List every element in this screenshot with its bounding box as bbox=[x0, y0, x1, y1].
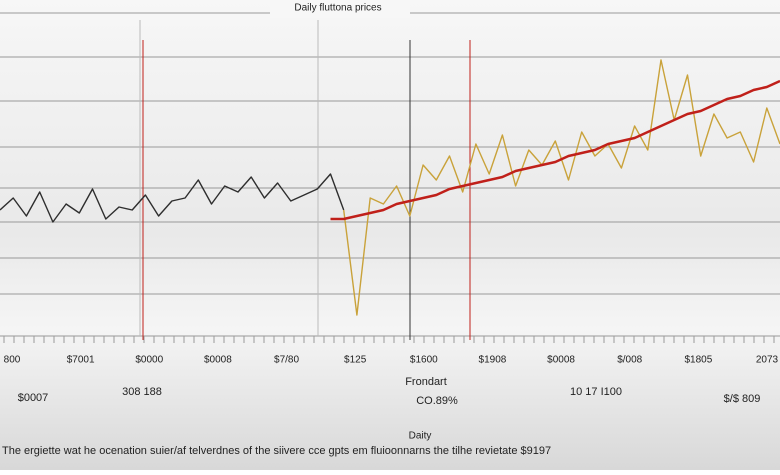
footer-label: $/$ 809 bbox=[724, 393, 761, 405]
x-tick-label: $7001 bbox=[67, 355, 95, 366]
x-tick-label: 2073 bbox=[756, 355, 779, 366]
chart-title: Daily fluttona prices bbox=[294, 3, 381, 14]
x-tick-label: $0000 bbox=[135, 355, 163, 366]
x-tick-label: 800 bbox=[4, 355, 21, 366]
x-tick-label: $125 bbox=[344, 355, 367, 366]
x-tick-label: $1600 bbox=[410, 355, 438, 366]
x-tick-label: $1805 bbox=[684, 355, 712, 366]
x-tick-label: $0008 bbox=[547, 355, 575, 366]
x-tick-label: $/008 bbox=[617, 355, 642, 366]
x-tick-label: $7/80 bbox=[274, 355, 299, 366]
subtitle: Daity bbox=[409, 431, 432, 442]
footer-label: CO.89% bbox=[416, 395, 458, 407]
footer-label: $0007 bbox=[18, 392, 49, 404]
x-tick-label: $1908 bbox=[479, 355, 507, 366]
x-tick-label: $0008 bbox=[204, 355, 232, 366]
footer-label: 10 17 I100 bbox=[570, 386, 622, 398]
footer-label: 308 188 bbox=[122, 386, 162, 398]
caption: The ergiette wat he ocenation suier/af t… bbox=[2, 445, 551, 457]
footer-label: Frondart bbox=[405, 376, 447, 388]
